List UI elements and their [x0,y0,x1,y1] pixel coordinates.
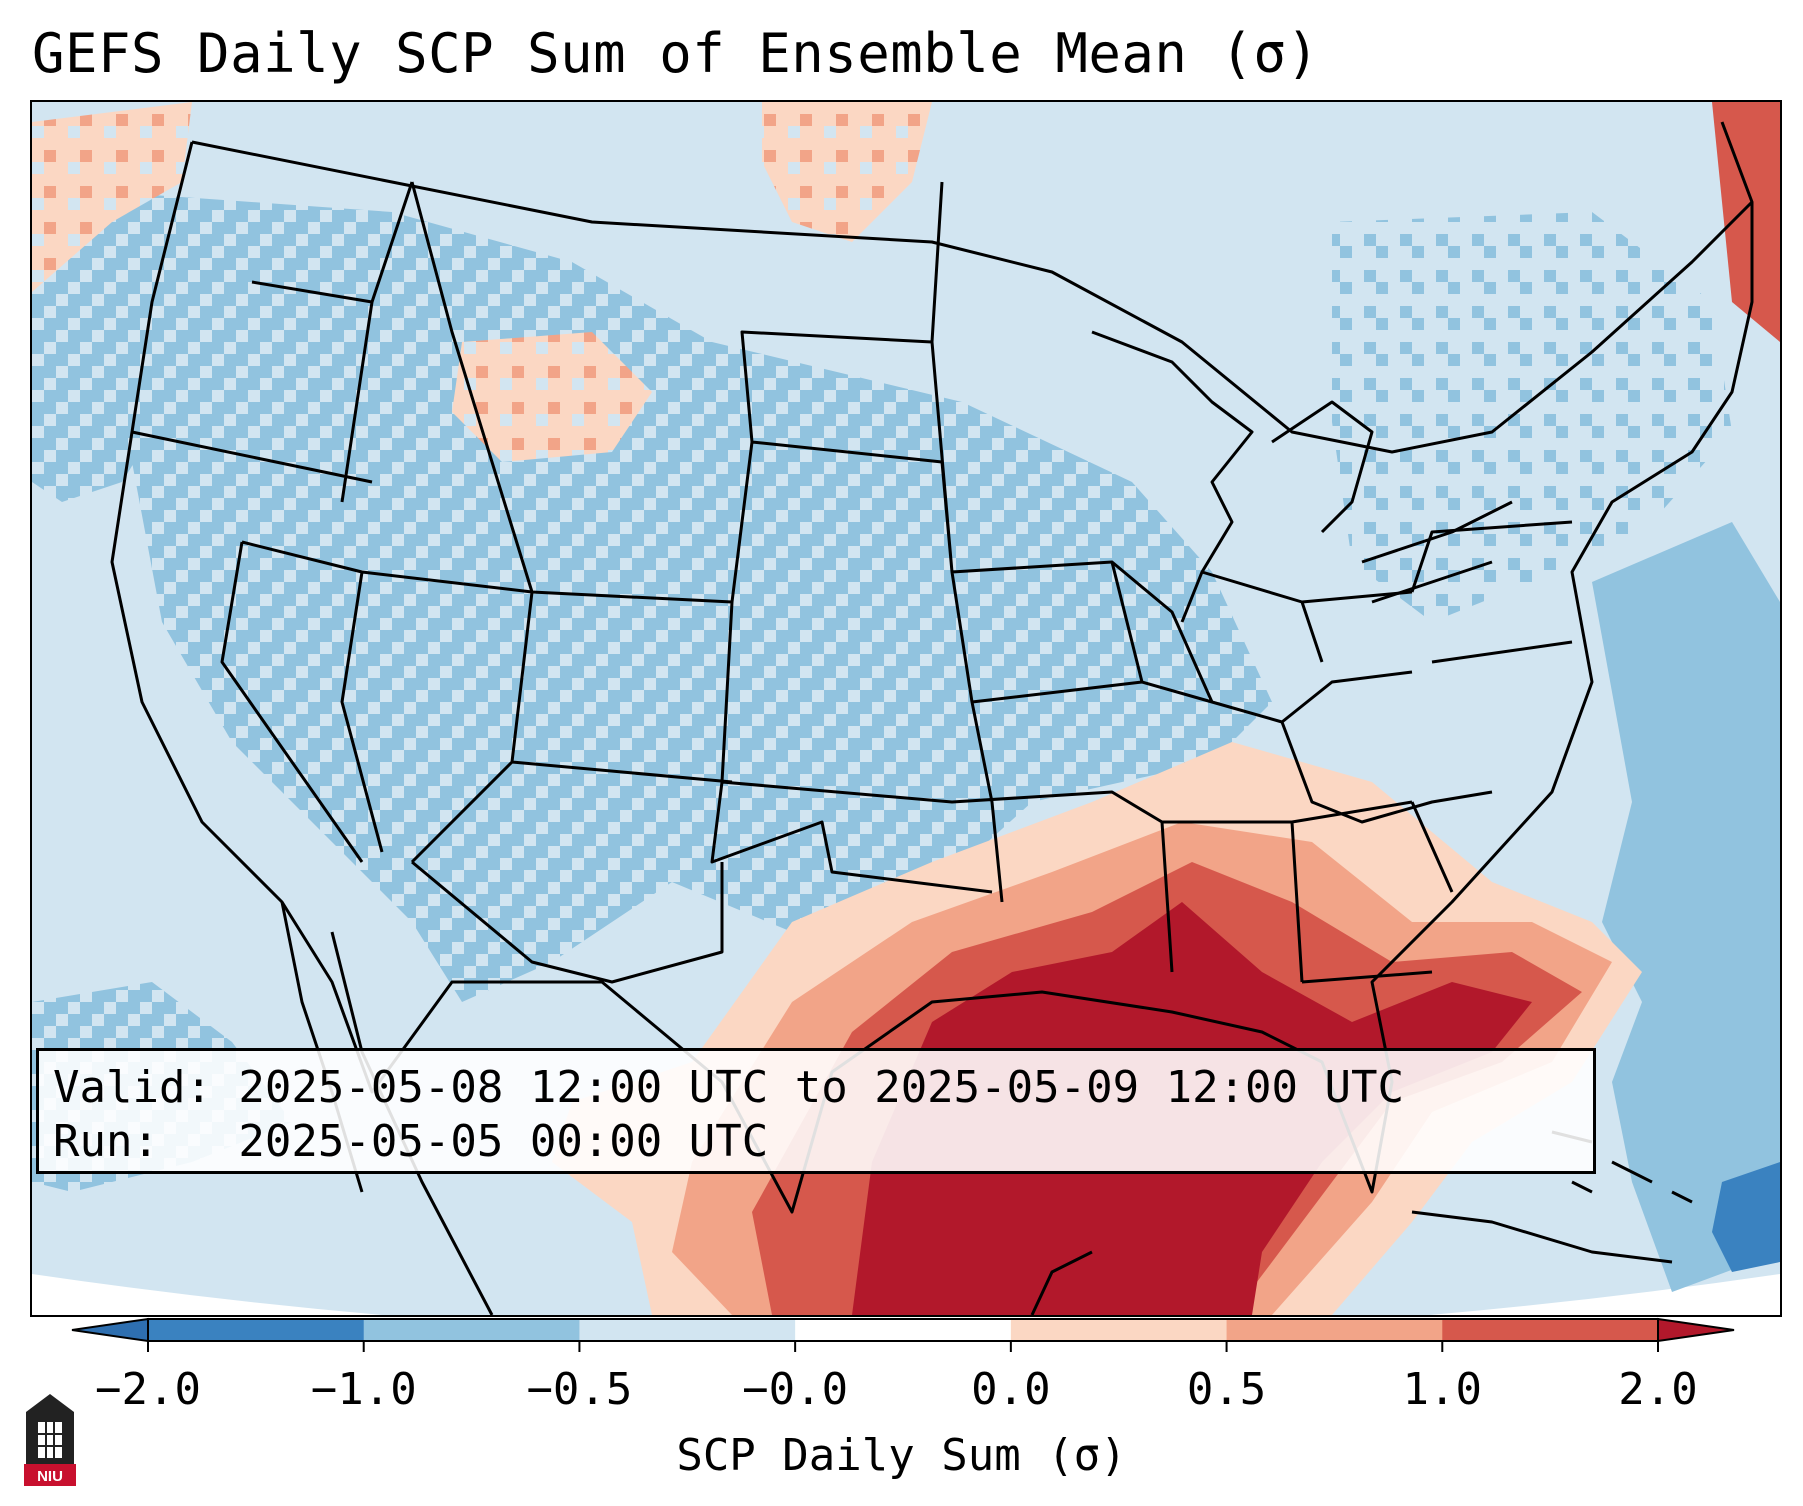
colorbar-label: SCP Daily Sum (σ) [676,1430,1127,1481]
canada-border [191,140,1754,454]
colorbar-tick-label: −0.0 [742,1364,849,1415]
colorbar-segment [1010,1319,1228,1341]
logo-banner [24,1464,76,1486]
colorbar-tick-label: −1.0 [310,1364,417,1415]
logo-window-grid-icon [38,1422,62,1458]
colorbar-segment [579,1319,796,1341]
valid-run-info-box: Valid: 2025-05-08 12:00 UTC to 2025-05-0… [36,1048,1596,1174]
colorbar [71,1317,1735,1352]
colorbar-tick-label: 2.0 [1618,1364,1698,1415]
chart-title: GEFS Daily SCP Sum of Ensemble Mean (σ) [32,22,1320,85]
colorbar-frame [147,1318,1659,1342]
us-outline [110,121,1754,1214]
niu-logo: NIU [24,1394,76,1486]
great-lakes [1091,330,1513,623]
colorbar-segment [1442,1319,1659,1341]
anomaly-montana-pink [452,332,652,462]
colorbar-segment [795,1319,1012,1341]
logo-window-icon [38,1422,62,1458]
colorbar-segments [148,1319,1659,1341]
anomaly-ne-corner-red [1712,102,1780,342]
logo-text: NIU [37,1468,63,1485]
colorbar-tick-label: −0.5 [526,1364,633,1415]
colorbar-ticks [147,1341,1659,1352]
colorbar-extend-low [71,1317,149,1343]
state-borders [131,181,1573,984]
anomaly-caribbean [1712,1162,1780,1272]
colorbar-extend-high [1657,1317,1735,1343]
valid-time-text: Valid: 2025-05-08 12:00 UTC to 2025-05-0… [53,1062,1405,1113]
anomaly-dakotas-pink [762,102,932,242]
run-time-text: Run: 2025-05-05 00:00 UTC [53,1116,769,1167]
colorbar-segment [1226,1319,1443,1341]
anomaly-nw-corner-pink [32,102,192,292]
colorbar-segment [363,1319,580,1341]
colorbar-tick-label: −2.0 [95,1364,201,1415]
anomaly-pacific-nw [32,202,192,502]
colorbar-tick-label: 0.0 [971,1364,1051,1415]
colorbar-segment [148,1319,365,1341]
colorbar-tick-label: 1.0 [1402,1364,1483,1415]
colorbar-tick-label: 0.5 [1186,1364,1267,1415]
anomaly-atlantic [1592,522,1780,1292]
